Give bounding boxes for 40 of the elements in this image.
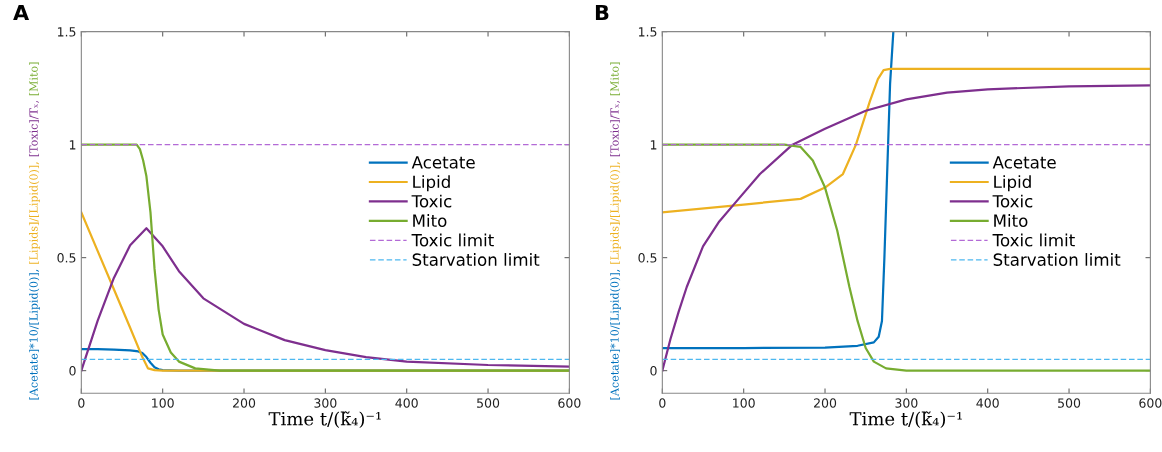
x-tick-label: 600	[1139, 398, 1162, 408]
x-axis-title: Time t/(k̃₄)⁻¹	[849, 411, 962, 429]
y-axis-title: [Acetate]*10/[Lipid(0)], [Lipids]/[Lipid(0)], [Toxic]/Tₓ, [Mito]	[29, 62, 40, 400]
y-tick-label: 0	[650, 366, 657, 376]
x-tick-label: 400	[976, 398, 999, 408]
y-axis-title: [Acetate]*10/[Lipid(0)], [Lipids]/[Lipid(0)], [Toxic]/Tₓ, [Mito]	[610, 62, 621, 400]
x-tick-label: 400	[395, 398, 418, 408]
x-tick-label: 0	[659, 398, 666, 408]
x-tick-label: 500	[1058, 398, 1081, 408]
legend-label: Starvation limit	[993, 253, 1121, 266]
x-tick-label: 300	[895, 398, 918, 408]
x-axis-title: Time t/(k̃₄)⁻¹	[268, 411, 381, 429]
y-tick-label: 0.5	[638, 253, 657, 263]
x-tick-label: 100	[733, 398, 755, 408]
y-tick-label: 0	[69, 366, 76, 376]
y-tick-label: 0.5	[57, 253, 76, 263]
legend-label: Acetate	[992, 156, 1056, 169]
x-tick-label: 100	[152, 398, 174, 408]
chart-title: B	[595, 4, 609, 21]
x-tick-label: 200	[814, 398, 837, 408]
y-tick-label: 1	[650, 140, 657, 150]
y-tick-label: 1	[69, 140, 76, 150]
x-tick-label: 500	[477, 398, 500, 408]
legend-label: Mito	[994, 214, 1028, 228]
legend-label: Starvation limit	[412, 253, 540, 266]
y-tick-label: 1.5	[57, 27, 76, 37]
x-tick-label: 600	[558, 398, 581, 408]
legend-label: Toxic limit	[992, 233, 1075, 247]
y-tick-label: 1.5	[638, 27, 657, 37]
x-tick-label: 200	[233, 398, 256, 408]
legend-label: Lipid	[994, 175, 1031, 192]
chart-title: A	[13, 4, 30, 21]
legend-label: Toxic limit	[411, 233, 494, 247]
legend-label: Mito	[413, 214, 447, 228]
legend-label: Toxic	[992, 194, 1033, 208]
legend-label: Toxic	[411, 194, 452, 208]
legend-label: Acetate	[411, 156, 475, 169]
x-tick-label: 300	[314, 398, 337, 408]
x-tick-label: 0	[78, 398, 85, 408]
legend-label: Lipid	[413, 175, 450, 192]
